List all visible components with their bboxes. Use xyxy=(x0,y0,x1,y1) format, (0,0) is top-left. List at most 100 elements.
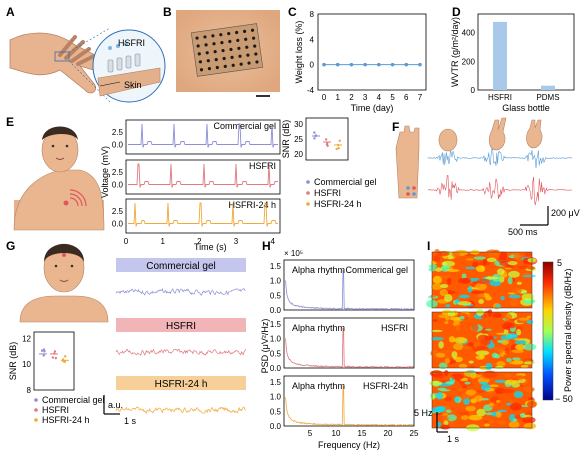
spectrogram-cell xyxy=(470,290,485,295)
c-xtick-label: 5 xyxy=(390,93,395,102)
e-xtick-label: 1 xyxy=(160,237,165,246)
e-snr-point xyxy=(338,139,341,142)
electrode-dot xyxy=(212,42,216,46)
spectrogram-cell xyxy=(453,342,464,351)
spectrogram-cell xyxy=(476,408,486,417)
g-band xyxy=(116,376,246,390)
g-snr-ytick: 12 xyxy=(22,334,31,343)
spectrogram-cell xyxy=(495,365,504,369)
spectrogram-cell xyxy=(468,360,474,364)
spectrogram-cell xyxy=(432,275,442,284)
d-bar xyxy=(493,21,507,90)
spectrogram-cell xyxy=(512,357,521,361)
spectrogram-cell xyxy=(484,276,499,280)
c-data-point xyxy=(335,62,340,67)
spectrogram-cell xyxy=(439,389,451,392)
spectrogram-cell xyxy=(460,415,469,420)
panel-f-illustration xyxy=(395,117,543,199)
g-snr-point xyxy=(54,356,58,360)
c-data-point xyxy=(349,62,354,67)
e-snr-point xyxy=(325,143,329,146)
h-ytick: 1.0 xyxy=(270,277,282,286)
e-ytick-label: 2.5 xyxy=(112,128,124,137)
spectrogram-cell xyxy=(476,278,491,285)
h-psd-line xyxy=(285,385,414,427)
spectrogram-cell xyxy=(521,293,534,301)
g-snr-point xyxy=(42,348,46,351)
spectrogram-cell xyxy=(445,409,452,413)
spectrogram-cell xyxy=(457,277,472,284)
spectrogram-cell xyxy=(431,283,443,290)
g-snr-point xyxy=(40,349,44,352)
spectrogram-cell xyxy=(444,396,452,402)
h-exponent: × 10⁵ xyxy=(284,249,303,258)
e-snr-ytick: 20 xyxy=(294,150,303,159)
spectrogram-cell xyxy=(498,251,508,260)
h-frame xyxy=(283,375,415,427)
spectrogram-cell xyxy=(435,405,446,412)
spectrogram-cell xyxy=(494,354,501,359)
c-xtick-label: 0 xyxy=(322,93,327,102)
spectrogram-cell xyxy=(468,414,483,421)
h-ytick: 0.5 xyxy=(270,291,282,300)
e-trace-line xyxy=(128,202,278,227)
ecg-traces-chart: Commercial gel 2.5 0.0 HSFRI 2.5 0.0 HSFRI-24 … xyxy=(112,119,281,246)
spectrogram-cell xyxy=(454,396,459,403)
h-ytick: 1.5 xyxy=(270,378,282,387)
h-xtick: 25 xyxy=(410,429,419,438)
e-trace-frame xyxy=(125,198,281,234)
e-snr-legend-marker xyxy=(306,180,310,184)
e-snr-frame xyxy=(305,117,349,161)
electrode-dot xyxy=(203,35,207,39)
spectrogram-cell xyxy=(476,308,484,317)
spectrogram-cell xyxy=(523,422,537,430)
spectrogram-cell xyxy=(428,264,437,269)
emg-traces xyxy=(427,147,573,206)
electrode-dot xyxy=(195,36,199,40)
spectrogram-cell xyxy=(500,295,505,301)
spectrogram-cell xyxy=(465,389,477,396)
panel-label-f: F xyxy=(392,120,399,134)
d-ytick-label: 400 xyxy=(462,29,476,38)
spectrogram-cell xyxy=(504,373,513,378)
spectrogram-cell xyxy=(496,399,501,403)
spectrogram-cell xyxy=(440,284,449,289)
e-snr-point xyxy=(335,147,338,151)
spectrogram-cell xyxy=(448,336,456,343)
c-axes-frame xyxy=(317,13,427,91)
spectrogram-cell xyxy=(515,344,526,351)
h-frame xyxy=(283,259,415,311)
hsfri-inset-label: HSFRI xyxy=(118,38,145,48)
c-ytick-label: 8 xyxy=(310,10,315,19)
spectrogram-cell xyxy=(508,421,520,428)
g-snr-point xyxy=(53,350,57,353)
spectrogram-cell xyxy=(507,332,518,340)
g-snr-ylabel: SNR (dB) xyxy=(8,342,18,381)
panel-label-g: G xyxy=(6,239,15,253)
e-snr-point xyxy=(313,131,316,134)
electrode-dot xyxy=(246,53,250,57)
h-psd-line xyxy=(285,327,414,369)
spectrogram-cell xyxy=(446,414,457,422)
g-snr-legend-marker xyxy=(34,418,38,422)
e-snr-ylabel: SNR (dB) xyxy=(281,120,291,159)
e-snr-point xyxy=(313,137,316,140)
spectrogram-cell xyxy=(494,379,507,384)
spectrogram-cell xyxy=(443,420,449,426)
h-annotation: Alpha rhythm xyxy=(292,265,345,275)
e-snr-legend-marker xyxy=(306,191,310,195)
c-xtick-label: 3 xyxy=(363,93,368,102)
spectrogram-cell xyxy=(495,304,502,308)
spectrogram-cell xyxy=(465,258,474,261)
h-trace-label: Commerical gel xyxy=(345,265,408,275)
e-trace-line xyxy=(128,123,278,148)
g-band xyxy=(116,258,246,272)
spectrogram-cell xyxy=(463,345,472,349)
spectrogram-cell xyxy=(438,314,448,318)
c-xtick-label: 7 xyxy=(418,93,423,102)
emg-trace xyxy=(427,175,573,206)
h-xlabel: Frequency (Hz) xyxy=(318,440,380,450)
spectrogram-cell xyxy=(518,382,527,386)
g-snr-legend-label: HSFRI xyxy=(42,405,69,415)
